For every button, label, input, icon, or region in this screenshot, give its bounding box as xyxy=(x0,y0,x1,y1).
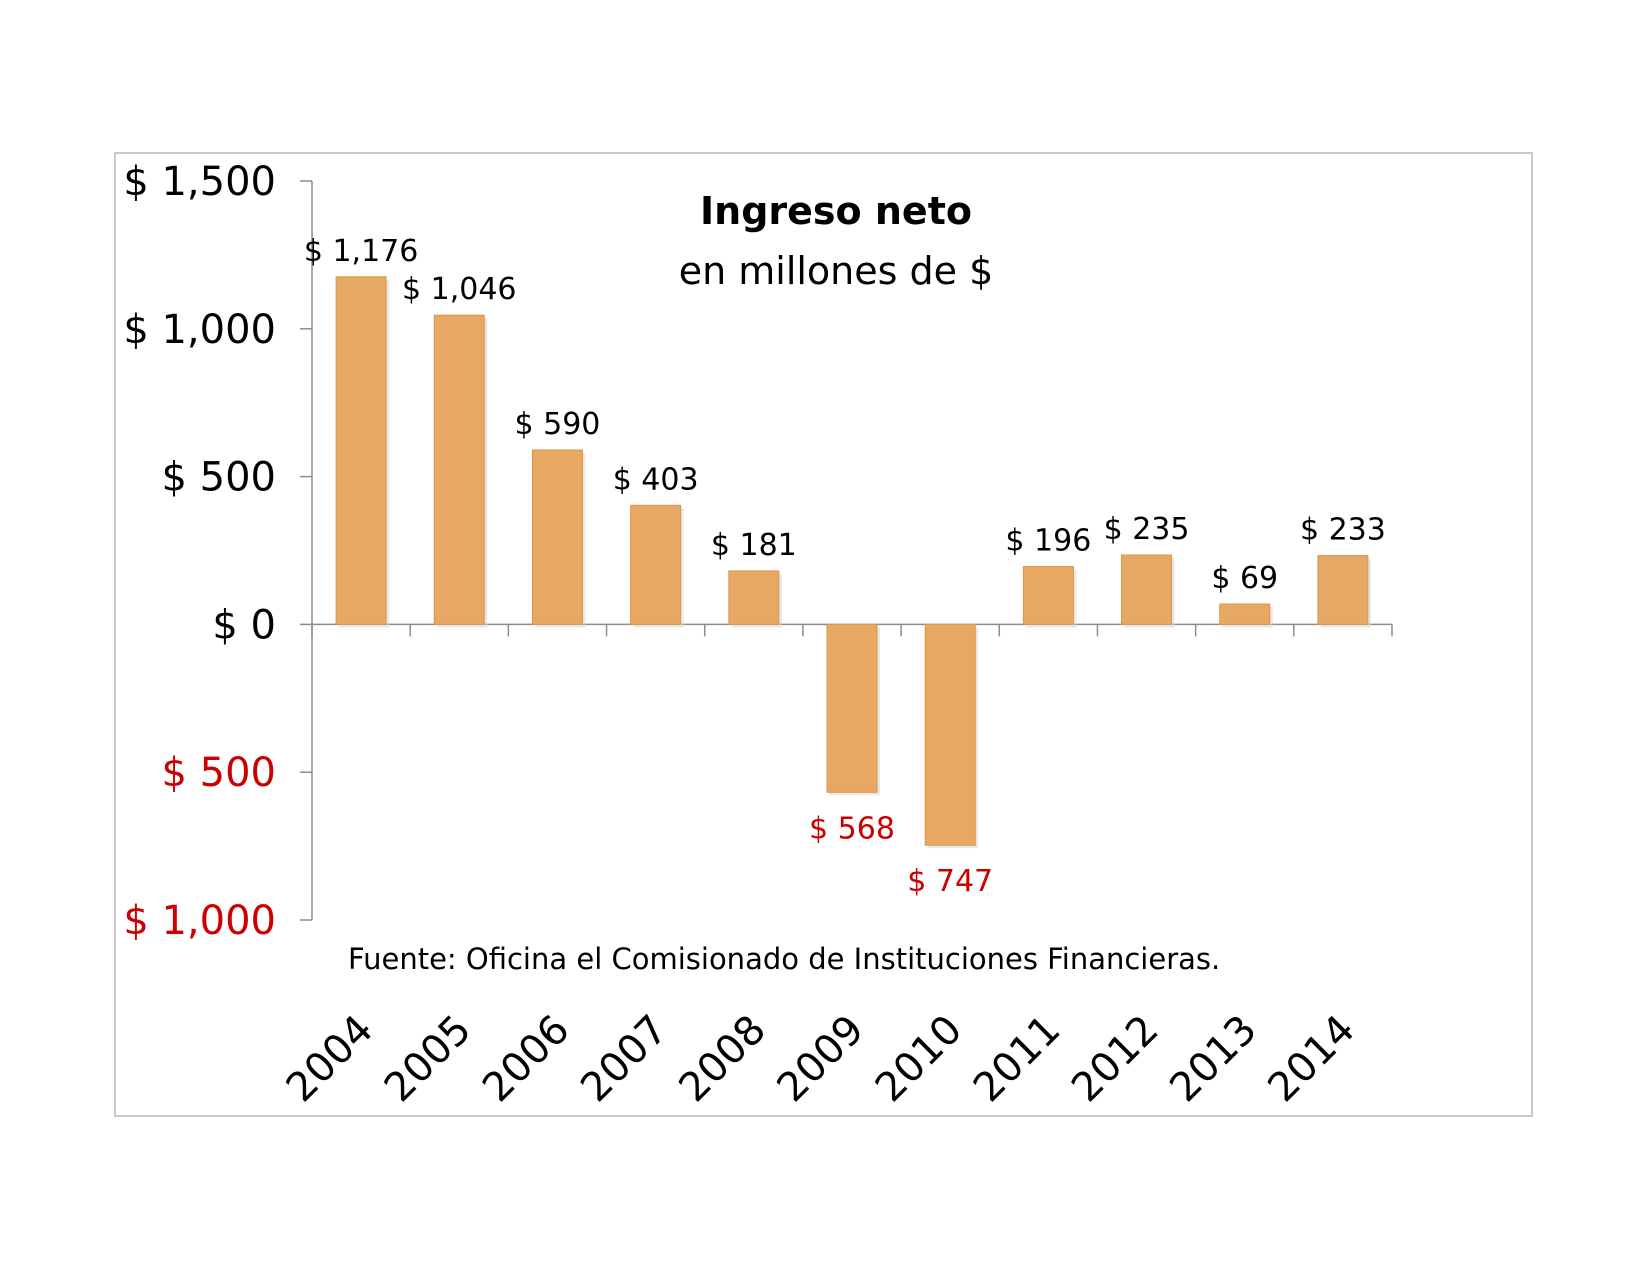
chart-subtitle: en millones de $ xyxy=(679,249,994,293)
x-tick-label: 2013 xyxy=(1161,1007,1266,1112)
x-tick-label: 2011 xyxy=(965,1007,1070,1112)
x-tick-label: 2005 xyxy=(376,1007,481,1112)
data-label: $ 590 xyxy=(515,407,601,442)
bar xyxy=(433,314,485,625)
bar xyxy=(1121,554,1173,625)
bar xyxy=(728,570,780,625)
y-tick-label: $ 500 xyxy=(161,455,276,501)
y-tick-label: $ 1,500 xyxy=(123,159,276,205)
data-label: $ 69 xyxy=(1211,561,1278,596)
data-label: $ 235 xyxy=(1104,512,1190,547)
x-tick-label: 2007 xyxy=(572,1007,677,1112)
bar xyxy=(630,504,682,625)
bar-chart: $ 1,500 $ 1,000 $ 500 $ 0 $ 500 $ 1,000 $ 1,17… xyxy=(123,159,1393,1112)
data-label: $ 568 xyxy=(809,811,895,846)
data-label: $ 196 xyxy=(1005,523,1091,558)
x-tick-label: 2008 xyxy=(670,1007,775,1112)
y-tick-label: $ 1,000 xyxy=(123,307,276,353)
x-tick-label: 2004 xyxy=(278,1007,383,1112)
bar xyxy=(1219,603,1271,625)
axes xyxy=(300,180,1393,921)
bar xyxy=(1022,565,1074,625)
data-label: $ 181 xyxy=(711,528,797,563)
data-label: $ 403 xyxy=(613,462,699,497)
bar xyxy=(826,623,878,793)
y-tick-label: $ 0 xyxy=(212,602,276,648)
x-tick-label: 2010 xyxy=(867,1007,972,1112)
x-tick-label: 2009 xyxy=(769,1007,874,1112)
chart-title: Ingreso neto xyxy=(700,189,972,233)
bar xyxy=(335,276,387,625)
x-tick-label: 2014 xyxy=(1259,1007,1364,1112)
x-tick-label: 2006 xyxy=(474,1007,579,1112)
y-tick-label: $ 1,000 xyxy=(123,898,276,944)
data-label: $ 1,046 xyxy=(402,272,517,307)
bars xyxy=(335,276,1371,849)
source-note: Fuente: Oficina el Comisionado de Instit… xyxy=(348,942,1220,976)
bar xyxy=(924,623,976,846)
x-tick-label: 2012 xyxy=(1063,1007,1168,1112)
bar xyxy=(1317,555,1369,625)
y-tick-label: $ 500 xyxy=(161,750,276,796)
data-label: $ 233 xyxy=(1300,513,1386,548)
data-label: $ 747 xyxy=(907,864,993,899)
bar xyxy=(531,449,583,625)
chart-frame: $ 1,500 $ 1,000 $ 500 $ 0 $ 500 $ 1,000 $ 1,17… xyxy=(114,152,1533,1117)
data-label: $ 1,176 xyxy=(304,234,419,269)
